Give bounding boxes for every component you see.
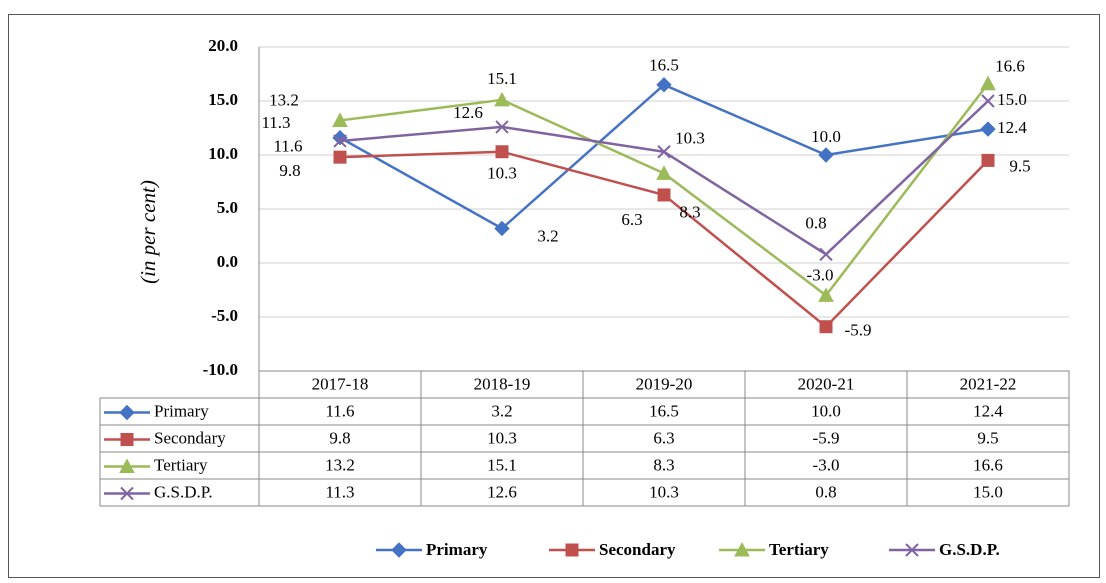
- legend-label: Secondary: [599, 540, 676, 559]
- x-tick-label: 2019-20: [636, 374, 693, 393]
- table-cell: 10.0: [811, 401, 841, 420]
- data-label: 9.8: [279, 161, 300, 180]
- y-axis-label: (in per cent): [136, 180, 160, 284]
- marker: [981, 94, 995, 108]
- marker: [120, 486, 134, 501]
- marker: [565, 543, 579, 557]
- table-row-label: Primary: [154, 401, 209, 420]
- data-label: 13.2: [269, 90, 299, 109]
- marker: [494, 220, 510, 237]
- table-cell: 8.3: [653, 455, 674, 474]
- table-cell: 11.3: [325, 482, 354, 501]
- x-tick-label: 2018-19: [474, 374, 531, 393]
- data-label: 8.3: [679, 202, 700, 221]
- data-label: 16.6: [995, 57, 1025, 76]
- y-tick-label: 5.0: [217, 198, 238, 217]
- y-tick-label: 10.0: [208, 144, 238, 163]
- y-tick-label: 0.0: [217, 252, 238, 271]
- data-label: 6.3: [621, 210, 642, 229]
- table-cell: 16.6: [973, 455, 1003, 474]
- table-cell: 9.5: [977, 428, 998, 447]
- table-cell: 15.1: [487, 455, 517, 474]
- marker: [120, 433, 134, 446]
- marker: [657, 145, 671, 159]
- x-tick-label: 2020-21: [798, 374, 855, 393]
- data-label: 11.6: [273, 137, 302, 156]
- marker: [980, 75, 996, 91]
- table-cell: -3.0: [813, 455, 840, 474]
- marker: [980, 121, 996, 137]
- marker: [332, 112, 348, 127]
- table-row-label: Secondary: [154, 428, 226, 447]
- data-label: 12.4: [997, 118, 1027, 137]
- table-cell: 13.2: [325, 455, 355, 474]
- marker: [656, 165, 672, 180]
- marker: [119, 404, 135, 421]
- data-label: -5.9: [845, 321, 872, 340]
- marker: [905, 543, 919, 557]
- marker: [495, 145, 509, 159]
- table-cell: 11.6: [325, 401, 354, 420]
- table-cell: 0.8: [815, 482, 836, 501]
- marker: [119, 458, 135, 473]
- table-cell: 10.3: [649, 482, 679, 501]
- marker: [391, 542, 407, 558]
- marker: [819, 247, 833, 262]
- data-label: 16.5: [649, 56, 679, 75]
- marker: [495, 120, 509, 134]
- chart-border: [8, 14, 1100, 578]
- table-cell: -5.9: [813, 428, 840, 447]
- x-tick-label: 2017-18: [312, 374, 369, 393]
- legend-label: G.S.D.P.: [939, 540, 1000, 559]
- marker: [818, 287, 834, 302]
- marker: [981, 153, 995, 167]
- table-row-label: G.S.D.P.: [154, 482, 213, 501]
- y-tick-label: -5.0: [211, 306, 238, 325]
- data-label: 15.1: [487, 69, 517, 88]
- legend-label: Tertiary: [769, 540, 829, 559]
- y-tick-label: 15.0: [208, 90, 238, 109]
- marker: [734, 541, 750, 557]
- data-label: 12.6: [453, 103, 483, 122]
- data-label: 10.3: [675, 129, 705, 148]
- table-cell: 12.4: [973, 401, 1003, 420]
- data-label: 11.3: [261, 113, 290, 132]
- marker: [818, 147, 834, 163]
- data-label: 0.8: [805, 213, 826, 232]
- x-tick-label: 2021-22: [960, 374, 1017, 393]
- marker: [656, 77, 672, 93]
- table-cell: 15.0: [973, 482, 1003, 501]
- table-row-label: Tertiary: [154, 455, 208, 474]
- table-cell: 6.3: [653, 428, 674, 447]
- marker: [819, 320, 833, 334]
- table-cell: 16.5: [649, 401, 679, 420]
- legend-label: Primary: [426, 540, 488, 559]
- marker: [333, 150, 347, 164]
- y-tick-label: -10.0: [203, 360, 238, 379]
- data-label: 10.3: [487, 164, 517, 183]
- data-label: 10.0: [811, 127, 841, 146]
- table-cell: 3.2: [491, 401, 512, 420]
- data-label: 3.2: [537, 226, 558, 245]
- marker: [333, 134, 347, 148]
- marker: [657, 188, 671, 202]
- marker: [494, 91, 510, 107]
- table-cell: 9.8: [329, 428, 350, 447]
- table-cell: 10.3: [487, 428, 517, 447]
- y-tick-label: 20.0: [208, 36, 238, 55]
- data-label: 9.5: [1009, 156, 1030, 175]
- table-cell: 12.6: [487, 482, 517, 501]
- data-label: -3.0: [807, 265, 834, 284]
- data-label: 15.0: [997, 90, 1027, 109]
